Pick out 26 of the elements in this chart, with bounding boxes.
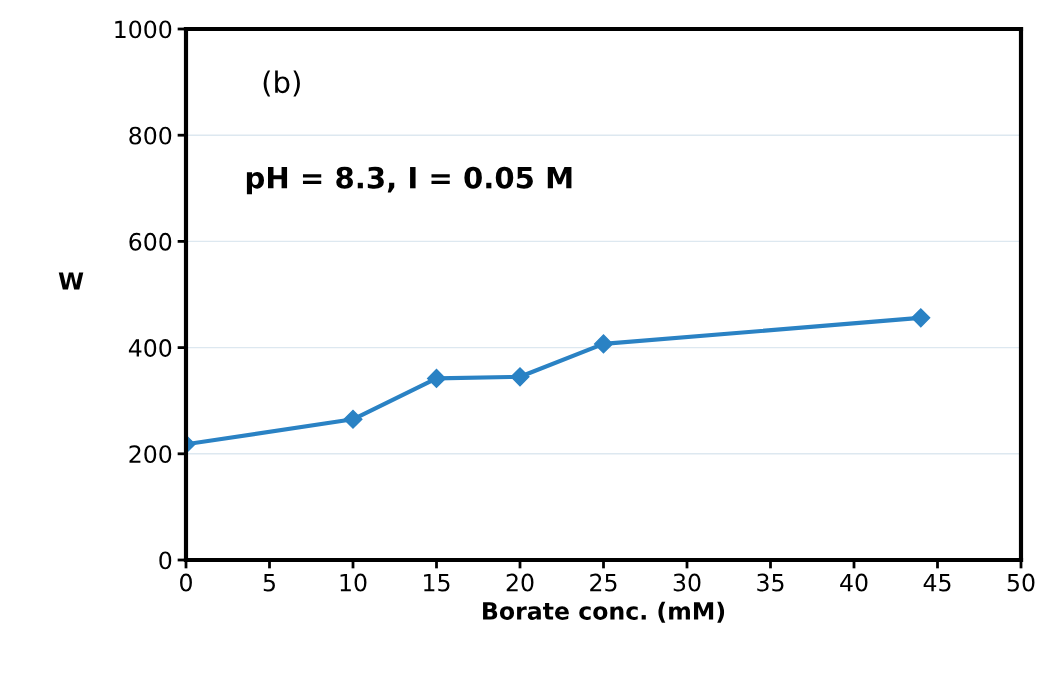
x-tick-label: 35	[757, 573, 784, 592]
annotation: pH = 8.3, I = 0.05 M	[246, 166, 572, 195]
point	[426, 368, 447, 388]
y-tick-label: 1000	[115, 20, 172, 39]
x-tick-label: 25	[590, 573, 617, 592]
x-tick-label: 5	[263, 573, 275, 592]
y-tick-label: 0	[159, 551, 172, 570]
y-axis-title: W	[58, 272, 84, 290]
x-tick-label: 40	[840, 573, 868, 592]
x-tick-label: 10	[340, 573, 367, 592]
annotation: (b)	[263, 70, 300, 97]
x-tick-label: 30	[673, 573, 701, 592]
point	[343, 409, 363, 429]
x-tick-label: 15	[424, 573, 450, 592]
x-tick-label: 20	[506, 573, 534, 592]
y-tick-label: 600	[129, 232, 172, 251]
x-tick-label: 45	[923, 573, 951, 592]
x-tick-label: 0	[180, 573, 192, 592]
y-tick-label: 200	[129, 445, 172, 464]
y-tick-label: 400	[128, 339, 172, 357]
point	[510, 367, 530, 387]
x-axis-title: Borate conc. (mM)	[483, 601, 725, 623]
point	[593, 334, 614, 354]
x-tick-label: 50	[1007, 573, 1035, 592]
point	[911, 308, 931, 328]
y-tick-label: 800	[129, 126, 172, 145]
